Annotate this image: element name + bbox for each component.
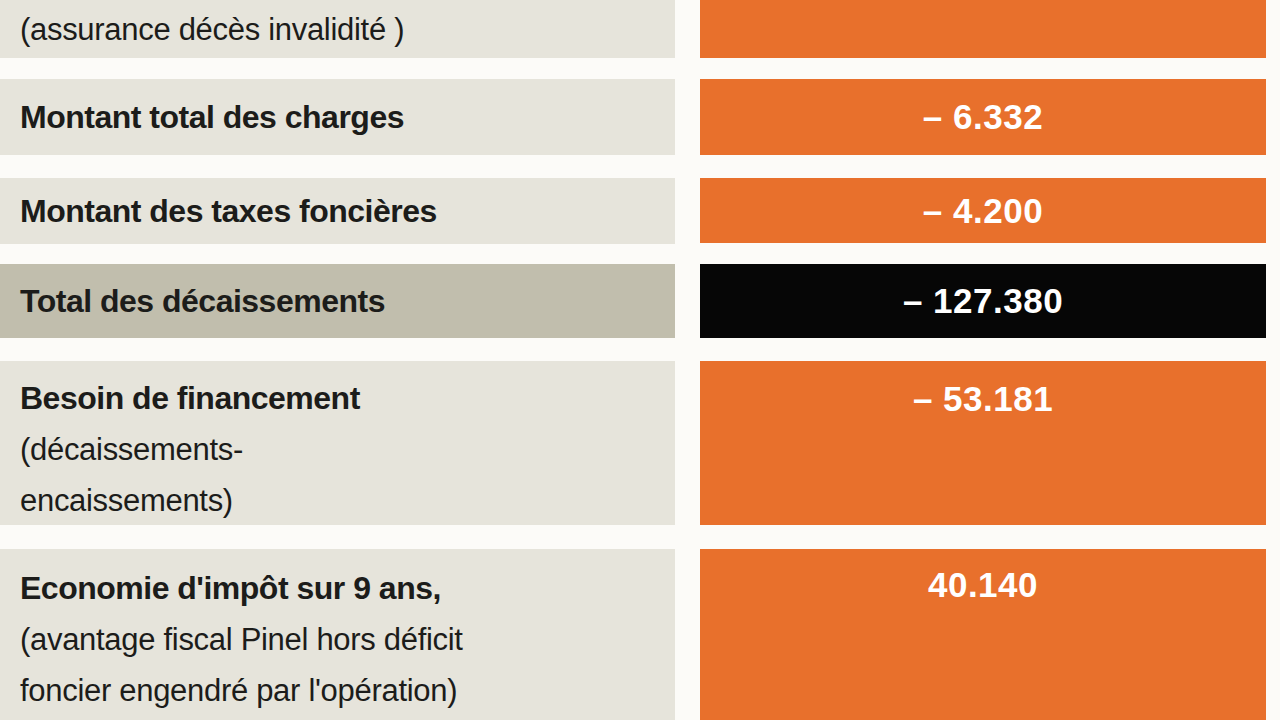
row-label-taxes-foncieres: Montant des taxes foncières: [0, 178, 675, 244]
row-label-title: Montant total des charges: [20, 92, 661, 143]
row-label-line: (avantage fiscal Pinel hors déficit: [20, 614, 661, 665]
row-label-line: (assurance décès invalidité ): [20, 4, 661, 55]
value-bar-total-decaissements: – 127.380: [700, 264, 1266, 338]
bar-value: – 127.380: [903, 281, 1063, 321]
row-label-title: Total des décaissements: [20, 276, 661, 327]
bar-value: – 53.181: [913, 379, 1053, 419]
row-label-assurance: (assurance décès invalidité ): [0, 0, 675, 58]
row-label-economie-impot: Economie d'impôt sur 9 ans, (avantage fi…: [0, 549, 675, 720]
value-bar-economie-impot: 40.140: [700, 549, 1266, 720]
row-label-line: encaissements): [20, 475, 661, 526]
row-label-title: Besoin de financement: [20, 373, 661, 424]
row-label-title: Montant des taxes foncières: [20, 186, 661, 237]
bar-value: – 4.200: [923, 191, 1043, 231]
bar-value: – 6.332: [923, 97, 1043, 137]
pinel-investment-table: (assurance décès invalidité ) Montant to…: [0, 0, 1280, 720]
value-bar-total-charges: – 6.332: [700, 79, 1266, 155]
value-bar-assurance: [700, 0, 1266, 58]
row-label-besoin-financement: Besoin de financement (décaissements- en…: [0, 361, 675, 525]
row-label-total-charges: Montant total des charges: [0, 79, 675, 155]
row-label-title: Economie d'impôt sur 9 ans,: [20, 563, 661, 614]
value-bar-besoin-financement: – 53.181: [700, 361, 1266, 525]
bar-value: 40.140: [928, 565, 1038, 605]
row-label-line: foncier engendré par l'opération): [20, 665, 661, 716]
row-label-line: (décaissements-: [20, 424, 661, 475]
value-bar-taxes-foncieres: – 4.200: [700, 178, 1266, 243]
row-label-total-decaissements: Total des décaissements: [0, 264, 675, 338]
